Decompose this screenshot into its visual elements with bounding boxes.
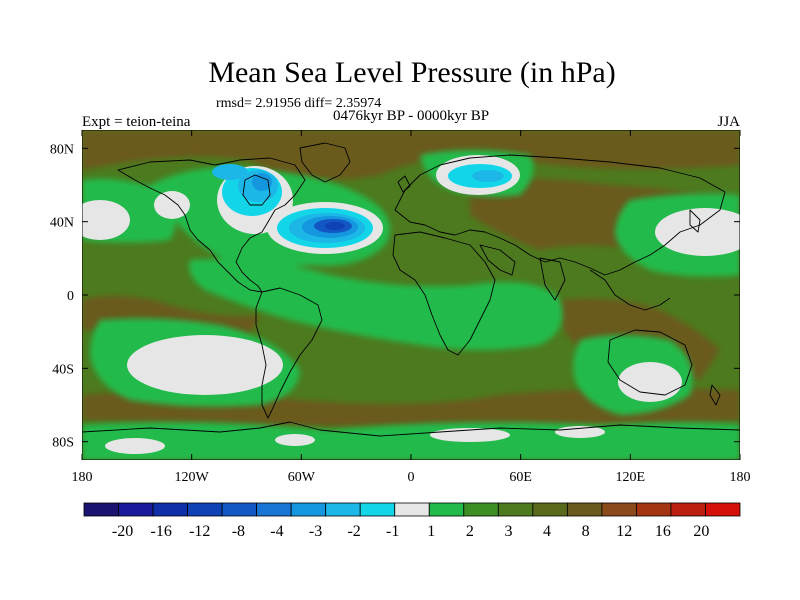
colorbar-label: 12 xyxy=(616,523,632,540)
neutral-region-australia xyxy=(618,362,682,402)
coast-antarctica xyxy=(82,421,740,437)
colorbar-swatch xyxy=(532,502,568,517)
brown-region-arctic xyxy=(82,130,740,180)
colorbar-swatch xyxy=(394,502,430,517)
stats-line: rmsd= 2.91956 diff= 2.35974 xyxy=(216,96,381,111)
x-tick-label: 120W xyxy=(175,470,210,485)
y-tick-label: 80S xyxy=(52,436,74,451)
colorbar-swatch xyxy=(636,502,672,517)
neutral-region-pacific-north xyxy=(154,191,190,219)
coast-australia xyxy=(607,329,693,396)
colorbar-swatch xyxy=(118,502,154,517)
neutral-region-antarctic-2 xyxy=(275,434,315,446)
colorbar-label: -20 xyxy=(112,523,133,540)
colorbar-swatch xyxy=(325,502,361,517)
low-hudson-inner xyxy=(252,173,272,191)
coast-greenland xyxy=(299,142,351,183)
coast-north-america xyxy=(117,157,306,293)
x-tick-label: 0 xyxy=(408,470,415,485)
low-atlantic-center xyxy=(325,222,345,230)
map-axes: 180 120W 60W 0 60E 120E 180 80N 40N 0 40S 80S xyxy=(50,130,751,485)
colorbar-swatch xyxy=(705,502,741,517)
colorbar-swatch xyxy=(497,502,534,517)
colorbar-label: -4 xyxy=(270,523,283,540)
colorbar-swatch xyxy=(670,502,706,517)
colorbar-label: -2 xyxy=(347,523,360,540)
y-tick-label: 40N xyxy=(50,216,74,231)
coast-uk xyxy=(397,175,411,193)
colorbar-label: 2 xyxy=(466,523,474,540)
colorbar-label: -3 xyxy=(309,523,322,540)
low-canada-west xyxy=(212,164,248,180)
x-tick-label: 180 xyxy=(72,470,93,485)
x-tick-label: 180 xyxy=(730,470,751,485)
colorbar-swatch xyxy=(566,502,603,517)
colorbar-swatch xyxy=(152,502,188,517)
colorbar-label: 20 xyxy=(693,523,709,540)
colorbar-label: 1 xyxy=(427,523,435,540)
colorbar-label: 4 xyxy=(543,523,551,540)
colorbar-label: -12 xyxy=(189,523,210,540)
colorbar-label: 16 xyxy=(655,523,671,540)
coastlines xyxy=(82,142,740,437)
green-region-tropics xyxy=(189,259,563,350)
neutral-region-dateline xyxy=(82,200,130,240)
experiment-label: Expt = teion-teina xyxy=(82,114,191,130)
season-label: JJA xyxy=(717,114,740,130)
colorbar: -20 -16 -12 -8 -4 -3 -2 -1 1 2 3 4 8 12 16 20 xyxy=(83,502,741,540)
neutral-region-antarctic-1 xyxy=(105,438,165,454)
map-plot xyxy=(82,130,740,460)
coast-hudson-bay xyxy=(242,174,271,206)
colorbar-swatch xyxy=(601,502,637,517)
chart-subtitle: 0476kyr BP - 0000kyr BP xyxy=(333,108,489,124)
coast-eurasia xyxy=(394,154,726,276)
coast-southeast-asia xyxy=(589,269,671,311)
coast-japan xyxy=(689,209,701,233)
colorbar-swatch xyxy=(187,502,223,517)
coast-south-america xyxy=(255,287,323,419)
colorbar-swatch xyxy=(83,502,119,517)
chart-title: Mean Sea Level Pressure (in hPa) xyxy=(208,56,615,89)
x-tick-label: 120E xyxy=(616,470,646,485)
colorbar-label: -1 xyxy=(386,523,399,540)
colorbar-label: 8 xyxy=(582,523,590,540)
y-tick-label: 40S xyxy=(52,362,74,377)
x-tick-label: 60W xyxy=(288,470,316,485)
colorbar-swatch xyxy=(221,502,258,517)
coast-arabia-india xyxy=(479,244,566,301)
colorbar-label: -8 xyxy=(232,523,245,540)
y-tick-label: 0 xyxy=(67,289,74,304)
coast-africa xyxy=(392,231,496,356)
neutral-region-south-pacific xyxy=(127,335,283,395)
neutral-region-antarctic-4 xyxy=(555,426,605,438)
colorbar-swatch xyxy=(290,502,327,517)
colorbar-label: 3 xyxy=(504,523,512,540)
low-siberia-inner xyxy=(472,170,504,182)
colorbar-swatch xyxy=(256,502,292,517)
x-tick-label: 60E xyxy=(509,470,532,485)
coast-new-zealand xyxy=(709,384,721,406)
y-tick-label: 80N xyxy=(50,142,74,157)
colorbar-label: -16 xyxy=(151,523,172,540)
colorbar-swatch xyxy=(359,502,396,517)
negative-anomaly-regions xyxy=(212,164,512,248)
colorbar-swatch xyxy=(428,502,465,517)
colorbar-swatch xyxy=(463,502,499,517)
